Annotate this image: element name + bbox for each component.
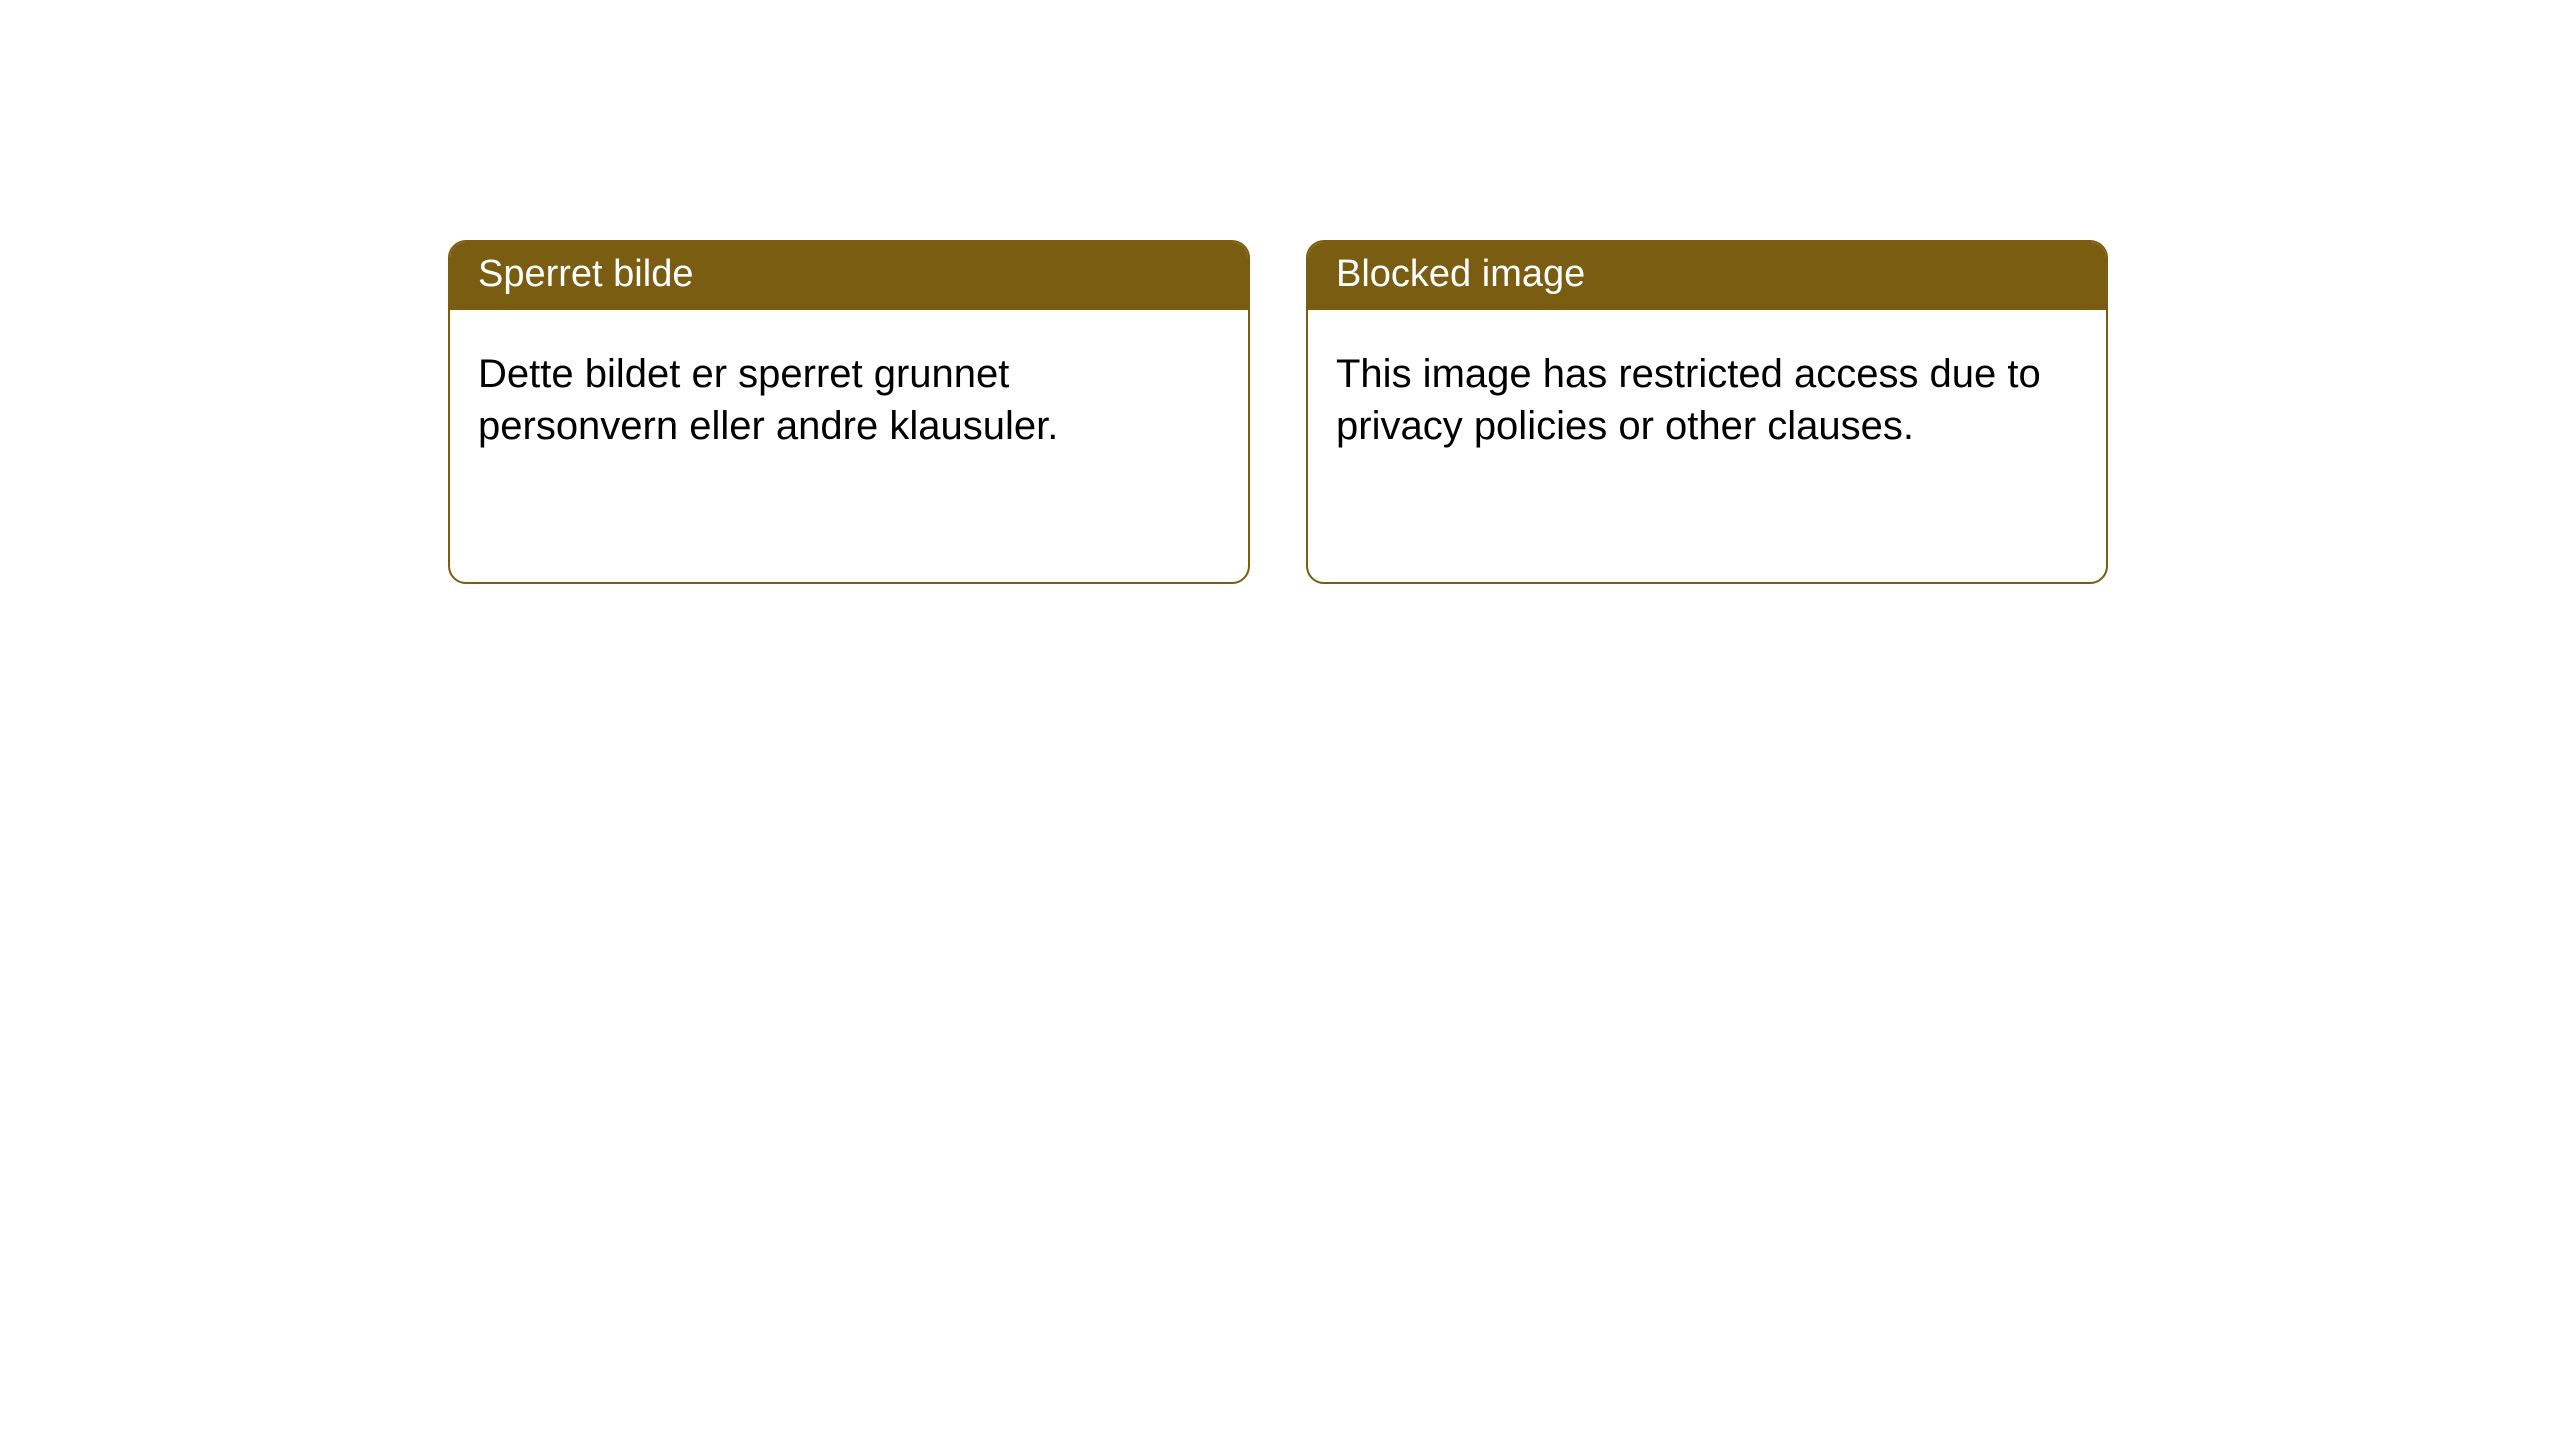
notice-card-english: Blocked image This image has restricted …: [1306, 240, 2108, 584]
notice-card-norwegian: Sperret bilde Dette bildet er sperret gr…: [448, 240, 1250, 584]
notice-card-title: Sperret bilde: [450, 242, 1248, 310]
notice-card-body: This image has restricted access due to …: [1308, 310, 2106, 582]
notice-card-title: Blocked image: [1308, 242, 2106, 310]
notice-cards-row: Sperret bilde Dette bildet er sperret gr…: [448, 240, 2108, 584]
notice-card-body: Dette bildet er sperret grunnet personve…: [450, 310, 1248, 582]
